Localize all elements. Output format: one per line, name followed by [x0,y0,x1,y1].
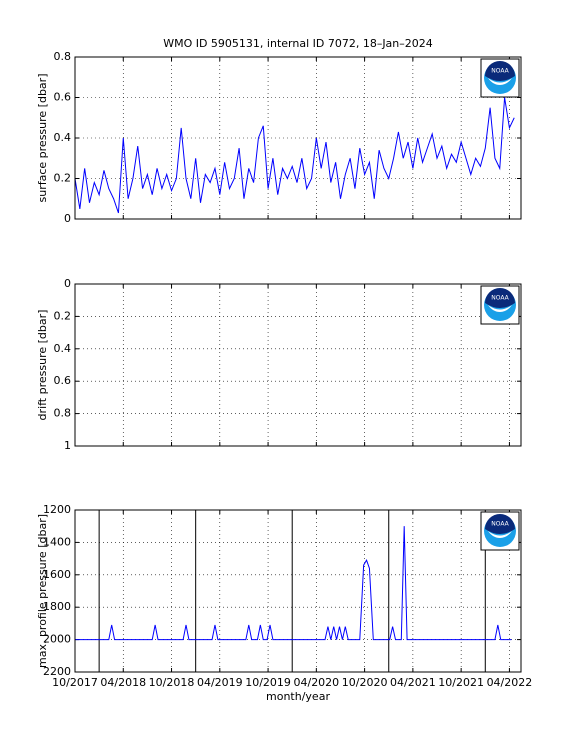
data-line [75,526,512,641]
noaa-logo: NOAA [480,58,520,98]
y-tick-label: 1400 [43,535,71,548]
logo-text: NOAA [491,68,509,75]
chart-title: WMO ID 5905131, internal ID 7072, 18–Jan… [163,37,433,50]
y-tick-label: 1600 [43,568,71,581]
y-tick-label: 0 [64,212,71,225]
logo-top [485,514,515,534]
x-tick-label: 04/2019 [197,676,243,689]
logo-bird [488,531,512,538]
y-tick-label: 0.8 [54,50,72,63]
logo-bird [488,305,512,312]
y-tick-label: 1200 [43,503,71,516]
y-tick-label: 0.8 [54,407,72,420]
logo-text: NOAA [491,521,509,528]
plot-area [75,510,521,672]
axes-box [74,56,522,220]
x-tick-label: 10/2018 [149,676,195,689]
plot-area [75,284,521,446]
y-tick-label: 0.2 [54,309,72,322]
y-tick-label: 0.2 [54,172,72,185]
y-tick-label: 1800 [43,600,71,613]
y-axis-label: surface pressure [dbar] [36,74,49,203]
axes-box [74,509,522,673]
plot-area [75,57,521,219]
x-tick-label: 10/2021 [438,676,484,689]
x-tick-label: 10/2020 [342,676,388,689]
x-tick-label: 04/2020 [293,676,339,689]
x-axis-label: month/year [266,690,330,703]
y-tick-label: 0.4 [54,131,72,144]
y-tick-label: 2000 [43,633,71,646]
y-axis-label: max. profile pressure [dbar] [36,514,49,668]
logo-text: NOAA [491,295,509,302]
noaa-logo: NOAA [480,285,520,325]
x-tick-label: 10/2017 [52,676,98,689]
logo-top [485,61,515,81]
y-tick-label: 2200 [43,665,71,678]
logo-bird [488,78,512,85]
data-line [74,97,515,214]
x-tick-label: 04/2018 [100,676,146,689]
y-axis-label: drift pressure [dbar] [36,310,49,421]
x-tick-label: 04/2021 [390,676,436,689]
axes-box [74,283,522,447]
y-tick-label: 0.6 [54,374,72,387]
y-tick-label: 1 [64,439,71,452]
y-tick-label: 0.4 [54,342,72,355]
logo-top [485,288,515,308]
x-tick-label: 10/2019 [245,676,291,689]
noaa-logo: NOAA [480,511,520,551]
y-tick-label: 0.6 [54,91,72,104]
y-tick-label: 0 [64,277,71,290]
x-tick-label: 04/2022 [487,676,533,689]
